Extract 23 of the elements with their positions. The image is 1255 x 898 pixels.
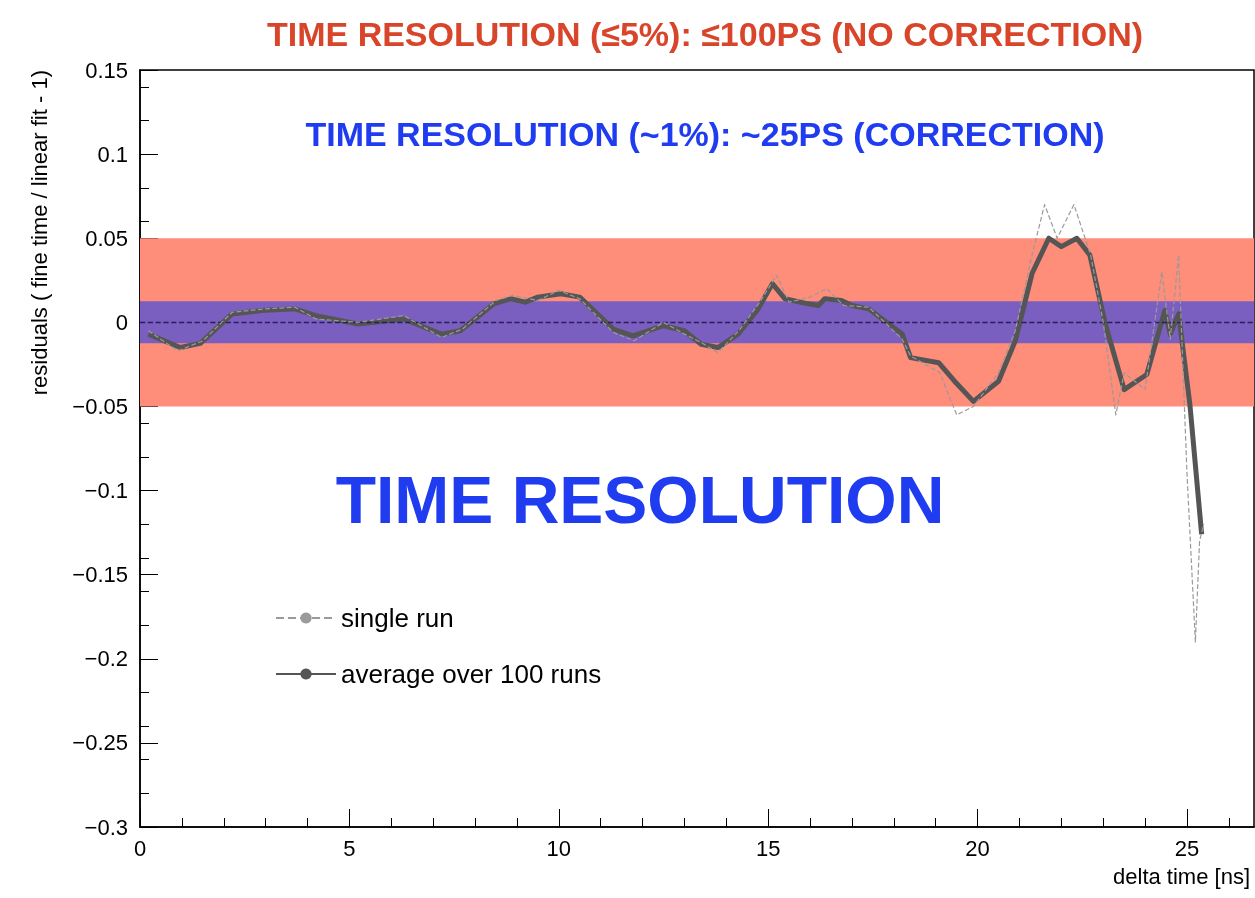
x-tick-label: 5 <box>343 835 356 861</box>
y-tick-label: 0.15 <box>85 57 128 83</box>
y-tick-label: 0.05 <box>85 225 128 251</box>
y-tick-label: −0.3 <box>84 814 128 840</box>
y-tick-label: −0.2 <box>84 646 128 672</box>
annotation: TIME RESOLUTION <box>335 463 945 537</box>
x-tick-label: 20 <box>965 835 990 861</box>
y-tick-label: 0 <box>115 309 128 335</box>
legend-label: single run <box>341 603 454 633</box>
y-axis-title: residuals ( fine time / linear fit - 1) <box>26 70 52 396</box>
text: TIME RESOLUTION (~1%): ~25PS (CORRECTION) <box>305 115 1105 153</box>
y-tick-label: 0.1 <box>97 141 128 167</box>
y-tick-label: −0.1 <box>84 478 128 504</box>
x-tick-label: 15 <box>755 835 781 861</box>
x-axis-title: delta time [ns] <box>1113 863 1250 889</box>
y-tick-label: −0.15 <box>72 562 128 588</box>
x-tick-label: 25 <box>1174 835 1200 861</box>
x-tick-label: 10 <box>546 835 572 861</box>
y-tick-label: −0.05 <box>72 393 128 419</box>
chart-title: TIME RESOLUTION (≤5%): ≤100PS (NO CORRECTION) <box>266 15 1144 53</box>
legend-label: average over 100 runs <box>341 659 602 689</box>
x-tick-label: 0 <box>133 835 147 861</box>
y-tick-label: −0.25 <box>72 730 128 756</box>
